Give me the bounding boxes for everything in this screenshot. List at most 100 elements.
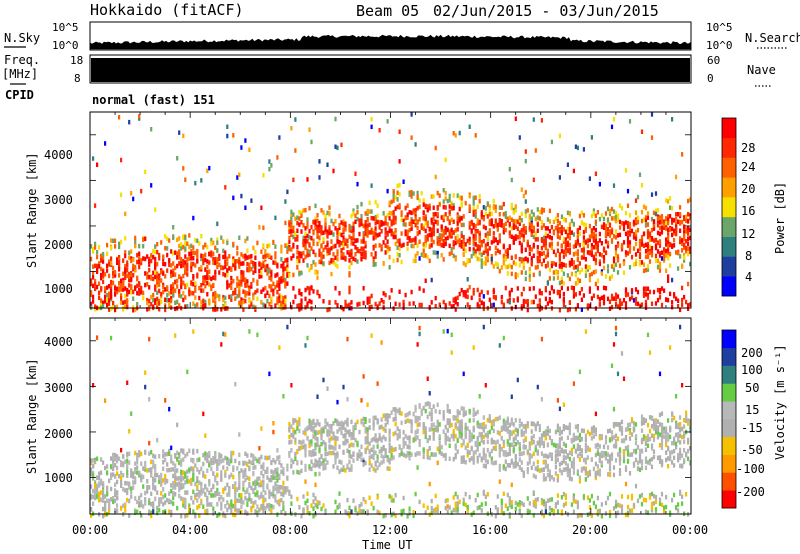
power-cell <box>328 211 331 216</box>
power-cell <box>246 255 249 260</box>
power-cell <box>354 257 357 263</box>
power-cell <box>172 234 175 239</box>
power-cell <box>130 277 133 282</box>
power-cell <box>616 258 620 263</box>
power-cell <box>124 253 127 259</box>
power-cell <box>614 250 618 256</box>
velocity-cell <box>134 476 137 481</box>
power-cell <box>268 159 271 164</box>
power-cell <box>538 210 541 215</box>
velocity-cell <box>160 491 163 496</box>
power-cell <box>438 233 441 238</box>
power-cell <box>256 240 259 246</box>
power-cell <box>282 296 285 301</box>
velocity-cell <box>252 501 255 506</box>
power-cell <box>594 238 597 244</box>
velocity-cell <box>314 446 317 451</box>
power-cell <box>180 259 183 265</box>
power-cell <box>368 230 371 235</box>
power-cell <box>460 222 463 228</box>
power-cell <box>124 275 127 281</box>
power-cell <box>586 250 589 255</box>
velocity-cell <box>102 493 105 498</box>
power-cell <box>669 205 672 210</box>
power-cell <box>214 272 217 277</box>
velocity-cell <box>144 465 147 470</box>
power-cell <box>232 290 235 296</box>
power-cell <box>90 256 93 262</box>
power-cell <box>566 210 569 216</box>
power-cell <box>544 264 547 269</box>
power-cell <box>572 286 575 291</box>
power-cell <box>146 254 149 259</box>
power-cell <box>268 166 271 172</box>
power-cell <box>422 210 425 216</box>
velocity-cell <box>218 456 221 461</box>
velocity-cell <box>276 473 279 478</box>
power-cell <box>650 245 654 251</box>
power-cell <box>418 302 421 308</box>
velocity-cell <box>164 452 167 457</box>
power-cell <box>608 276 612 281</box>
power-cell <box>518 215 521 221</box>
velocity-cell <box>178 483 181 489</box>
power-cell <box>224 254 227 260</box>
velocity-cell <box>432 432 435 437</box>
power-cell <box>384 227 387 232</box>
power-cell <box>182 244 185 250</box>
velocity-cell <box>154 486 157 492</box>
power-cell <box>683 227 686 233</box>
velocity-cell <box>332 436 335 441</box>
power-cell <box>156 301 159 306</box>
power-cell <box>556 213 559 218</box>
power-cell <box>258 274 261 279</box>
power-cell <box>354 171 357 176</box>
cpid-text: normal (fast) 151 <box>92 93 215 107</box>
power-ytick-1000: 1000 <box>44 282 73 296</box>
velocity-cell <box>238 475 241 481</box>
power-cell <box>240 300 243 305</box>
velocity-cell <box>334 454 337 460</box>
power-cell <box>384 250 387 255</box>
power-cell <box>314 262 317 267</box>
velocity-cell <box>192 477 195 482</box>
velocity-cell <box>242 460 245 466</box>
velocity-cell <box>278 460 281 465</box>
velocity-cell <box>286 487 289 493</box>
power-cell <box>322 254 325 259</box>
power-cell <box>410 112 413 117</box>
power-cell <box>144 169 147 175</box>
power-cell <box>436 236 439 241</box>
power-cell <box>92 270 95 276</box>
power-cell <box>677 266 680 271</box>
power-cell <box>618 225 622 230</box>
velocity-cell <box>104 494 107 499</box>
power-cell <box>172 293 175 298</box>
power-cell <box>652 225 656 230</box>
power-cell <box>296 234 299 240</box>
velocity-cell <box>110 456 113 461</box>
power-cell <box>332 168 335 174</box>
power-cell <box>634 198 638 203</box>
velocity-cell <box>294 440 297 445</box>
power-cell <box>176 255 179 260</box>
power-cell <box>134 243 137 249</box>
power-cell <box>90 244 93 249</box>
power-cell <box>454 300 457 305</box>
power-cell <box>532 117 535 122</box>
velocity-cell <box>340 467 343 473</box>
velocity-cell <box>400 411 403 416</box>
nsearch-label: N.Search <box>745 31 800 45</box>
power-cell <box>436 221 439 226</box>
power-cell <box>258 261 261 266</box>
velocity-cell <box>304 427 307 432</box>
velocity-cell <box>312 449 315 454</box>
power-cell <box>568 230 571 236</box>
power-cell <box>184 235 187 241</box>
power-cell <box>634 210 638 216</box>
power-cell <box>300 292 303 297</box>
power-cell <box>632 298 636 303</box>
velocity-cell <box>332 450 335 456</box>
power-cell <box>656 264 660 270</box>
velocity-cell <box>318 463 321 469</box>
